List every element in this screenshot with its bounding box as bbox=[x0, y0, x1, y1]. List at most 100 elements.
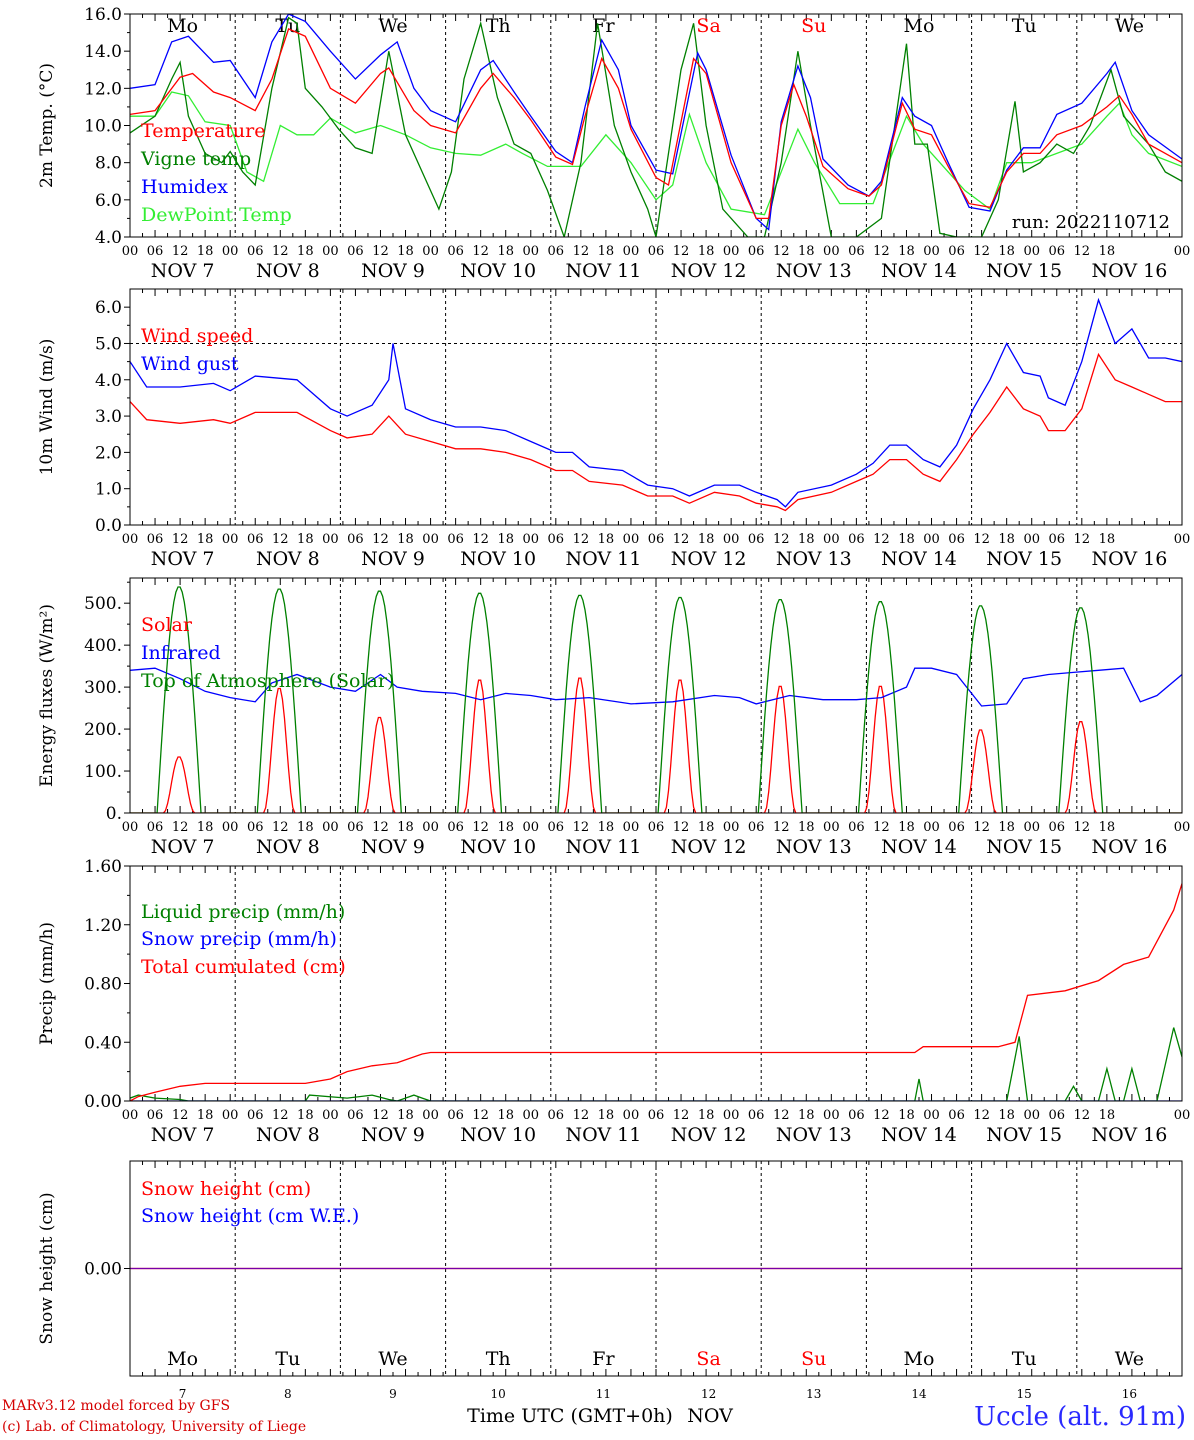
hour-label: 00 bbox=[623, 820, 640, 835]
hour-label: 06 bbox=[748, 532, 765, 547]
hour-label: 00 bbox=[1174, 820, 1191, 835]
hour-label: 00 bbox=[222, 532, 239, 547]
date-label: NOV 16 bbox=[1091, 548, 1167, 570]
y-tick-label: 0. bbox=[106, 804, 122, 824]
hour-label: 00 bbox=[422, 820, 439, 835]
hour-label: 12 bbox=[573, 820, 590, 835]
series-line bbox=[130, 1027, 1182, 1101]
hour-label: 06 bbox=[1048, 244, 1065, 259]
hour-label: 12 bbox=[973, 244, 990, 259]
hour-label: 06 bbox=[648, 244, 665, 259]
hour-label: 06 bbox=[748, 244, 765, 259]
hour-label: 12 bbox=[973, 532, 990, 547]
series-line bbox=[130, 16, 1182, 237]
y-tick-label: 12.0 bbox=[84, 79, 122, 99]
hour-label: 00 bbox=[122, 1108, 139, 1123]
hour-label: 18 bbox=[397, 820, 414, 835]
y-tick-label: 6.0 bbox=[95, 298, 122, 318]
date-label: NOV 9 bbox=[361, 836, 425, 858]
panel-2: 0.0 1.0 2.0 3.0 4.0 5.0 6.0 10m Wind (m/s) 00 06 1… bbox=[37, 288, 1190, 570]
hour-label: 12 bbox=[873, 244, 890, 259]
hour-label: 12 bbox=[272, 532, 289, 547]
panel-4: 0.00 0.40 0.80 1.20 1.60 Precip (mm/h) 00 06 12 1… bbox=[37, 857, 1190, 1146]
hour-label: 12 bbox=[773, 820, 790, 835]
hour-label: 18 bbox=[798, 532, 815, 547]
station-name: Uccle (alt. 91m) bbox=[974, 1402, 1186, 1432]
hour-label: 12 bbox=[372, 532, 389, 547]
hour-label: 12 bbox=[372, 1108, 389, 1123]
hour-label: 12 bbox=[372, 820, 389, 835]
hour-label: 12 bbox=[472, 820, 489, 835]
hour-label: 00 bbox=[222, 1108, 239, 1123]
date-label: NOV 13 bbox=[776, 548, 852, 570]
hour-label: 12 bbox=[773, 532, 790, 547]
series-group bbox=[130, 14, 1182, 237]
legend-entry: Vigne temp bbox=[140, 148, 251, 170]
credit-line-2: (c) Lab. of Climatology, University of L… bbox=[2, 1419, 307, 1435]
legend-entry: Infrared bbox=[141, 642, 221, 664]
hour-label: 06 bbox=[548, 532, 565, 547]
hour-label: 18 bbox=[197, 1108, 214, 1123]
date-label: NOV 10 bbox=[460, 260, 536, 282]
hour-label: 06 bbox=[948, 820, 965, 835]
day-number: 13 bbox=[806, 1387, 821, 1401]
series-line bbox=[130, 352, 1182, 512]
day-number: 15 bbox=[1017, 1387, 1032, 1401]
legend-entry: Snow height (cm) bbox=[141, 1178, 311, 1200]
day-number: 9 bbox=[389, 1387, 397, 1401]
legend-entry: Temperature bbox=[141, 120, 265, 142]
y-axis-label: 2m Temp. (°C) bbox=[37, 63, 57, 188]
series-line bbox=[130, 883, 1182, 1101]
hour-label: 18 bbox=[698, 1108, 715, 1123]
y-tick-label: 2.0 bbox=[95, 443, 122, 463]
weekday-label: Tu bbox=[1012, 15, 1037, 37]
hour-label: 12 bbox=[873, 1108, 890, 1123]
hour-label: 18 bbox=[598, 820, 615, 835]
y-tick-label: 4.0 bbox=[95, 371, 122, 391]
date-label: NOV 12 bbox=[671, 260, 747, 282]
date-label: NOV 8 bbox=[256, 836, 320, 858]
hour-label: 18 bbox=[898, 244, 915, 259]
legend-entry: Solar bbox=[141, 614, 193, 636]
date-label: NOV 7 bbox=[151, 1124, 215, 1146]
date-label: NOV 7 bbox=[151, 836, 215, 858]
hour-label: 12 bbox=[1074, 532, 1091, 547]
hour-label: 12 bbox=[673, 532, 690, 547]
hour-label: 06 bbox=[748, 820, 765, 835]
day-number: 7 bbox=[179, 1387, 187, 1401]
weekday-label: Su bbox=[801, 1348, 826, 1370]
date-label: NOV 14 bbox=[881, 260, 957, 282]
panel-3: 0. 100. 200. 300. 400. 500. Energy fluxes (W/m… bbox=[37, 577, 1191, 858]
date-label: NOV 12 bbox=[671, 836, 747, 858]
hour-label: 18 bbox=[598, 244, 615, 259]
hour-label: 00 bbox=[322, 532, 339, 547]
hour-label: 00 bbox=[122, 244, 139, 259]
panel-frame bbox=[129, 577, 1183, 814]
hour-label: 12 bbox=[172, 244, 189, 259]
hour-label: 00 bbox=[823, 820, 840, 835]
hour-label: 12 bbox=[272, 820, 289, 835]
hour-label: 06 bbox=[648, 532, 665, 547]
hour-label: 06 bbox=[347, 820, 364, 835]
hour-label: 18 bbox=[698, 532, 715, 547]
hour-label: 00 bbox=[723, 532, 740, 547]
hour-label: 12 bbox=[1074, 820, 1091, 835]
hour-label: 06 bbox=[948, 532, 965, 547]
hour-label: 18 bbox=[998, 244, 1015, 259]
hour-label: 00 bbox=[222, 244, 239, 259]
hour-label: 12 bbox=[573, 532, 590, 547]
series-line bbox=[130, 586, 1182, 813]
hour-label: 18 bbox=[397, 532, 414, 547]
y-tick-label: 100. bbox=[84, 762, 122, 782]
hour-label: 18 bbox=[297, 820, 314, 835]
hour-label: 00 bbox=[1023, 244, 1040, 259]
hour-label: 06 bbox=[347, 1108, 364, 1123]
weekday-label: Mo bbox=[904, 1348, 935, 1370]
hour-label: 18 bbox=[898, 1108, 915, 1123]
hour-label: 00 bbox=[923, 1108, 940, 1123]
weekday-label: We bbox=[378, 15, 407, 37]
hour-label: 00 bbox=[322, 244, 339, 259]
hour-label: 06 bbox=[247, 532, 264, 547]
y-axis-label: 10m Wind (m/s) bbox=[37, 339, 57, 476]
